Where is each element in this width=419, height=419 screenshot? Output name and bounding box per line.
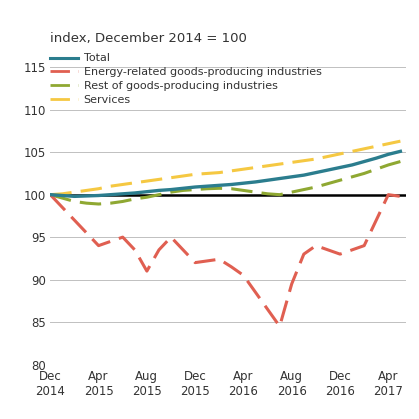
Text: index, December 2014 = 100: index, December 2014 = 100 bbox=[50, 32, 247, 45]
Legend: Total, Energy-related goods-producing industries, Rest of goods-producing indust: Total, Energy-related goods-producing in… bbox=[50, 54, 321, 105]
